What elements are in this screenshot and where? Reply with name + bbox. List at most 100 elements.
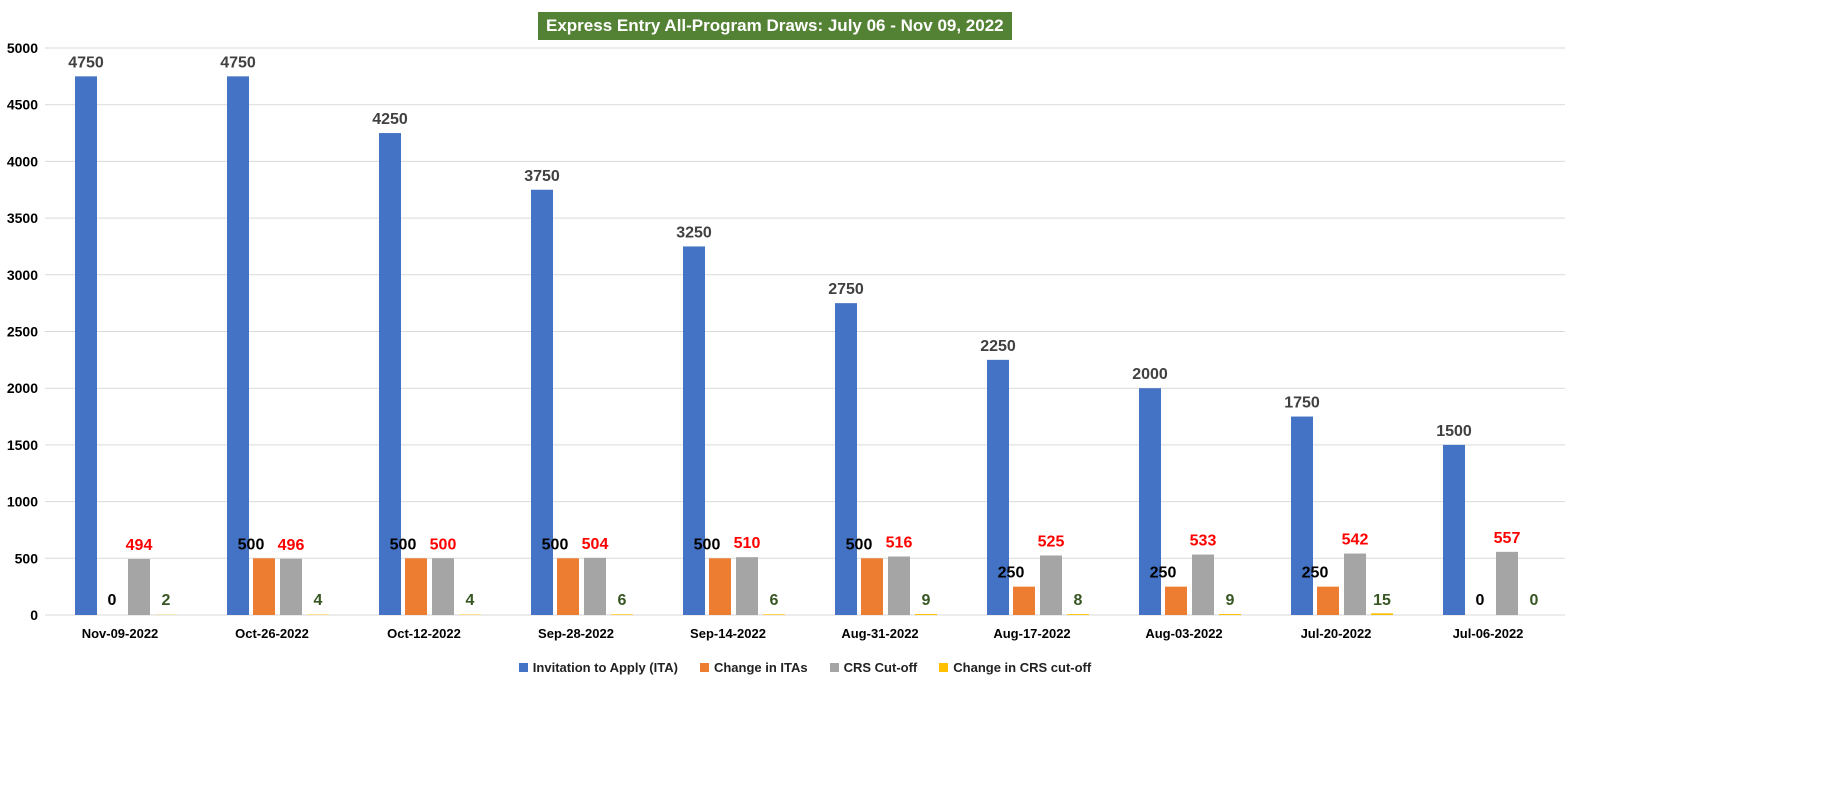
bar-2 (1192, 554, 1214, 615)
bar-2 (584, 557, 606, 615)
data-label: 6 (618, 592, 627, 609)
data-label: 500 (390, 536, 417, 553)
legend-swatch (829, 663, 839, 672)
x-tick-label: Jul-06-2022 (1453, 626, 1524, 641)
data-label: 496 (278, 537, 305, 554)
data-label: 3250 (676, 224, 712, 241)
data-label: 250 (1150, 565, 1177, 582)
data-label: 6 (770, 592, 779, 609)
bar-0 (1291, 416, 1313, 615)
bar-0 (987, 359, 1009, 615)
bar-2 (280, 558, 302, 615)
data-label: 0 (1476, 592, 1485, 609)
bar-0 (1139, 388, 1161, 615)
bar-3 (1219, 613, 1241, 615)
data-label: 0 (1530, 592, 1539, 609)
data-label: 4 (314, 592, 323, 609)
y-tick-label: 2500 (7, 324, 38, 340)
legend-swatch (939, 663, 949, 672)
data-label: 500 (846, 536, 873, 553)
data-label: 250 (998, 565, 1025, 582)
data-label: 504 (582, 536, 609, 553)
bar-1 (1317, 586, 1339, 615)
legend-item: Change in ITAs (699, 660, 808, 675)
data-label: 500 (542, 536, 569, 553)
y-tick-label: 3000 (7, 267, 38, 283)
data-label: 500 (430, 536, 457, 553)
data-label: 250 (1302, 565, 1329, 582)
y-tick-label: 4000 (7, 153, 38, 169)
legend-item: Invitation to Apply (ITA) (518, 660, 678, 675)
bar-3 (1067, 614, 1089, 615)
y-tick-label: 5000 (7, 40, 38, 56)
data-label: 494 (126, 537, 153, 554)
data-label: 4750 (68, 54, 104, 71)
legend: Invitation to Apply (ITA) Change in ITAs C… (0, 660, 1610, 675)
data-label: 4 (466, 592, 475, 609)
data-label: 1750 (1284, 395, 1320, 412)
bar-2 (128, 558, 150, 615)
bar-2 (1040, 555, 1062, 615)
legend-item: CRS Cut-off (829, 660, 918, 675)
x-tick-label: Oct-26-2022 (235, 626, 309, 641)
data-label: 1500 (1436, 423, 1472, 440)
data-label: 0 (108, 592, 117, 609)
legend-label: CRS Cut-off (843, 660, 918, 675)
bar-2 (888, 556, 910, 615)
bar-1 (1165, 586, 1187, 615)
bar-0 (379, 133, 401, 616)
bar-1 (557, 558, 579, 615)
legend-item: Change in CRS cut-off (939, 660, 1091, 675)
bar-1 (253, 558, 275, 615)
bar-0 (1443, 444, 1465, 615)
x-tick-label: Jul-20-2022 (1301, 626, 1372, 641)
data-label: 4250 (372, 111, 408, 128)
data-label: 2750 (828, 281, 864, 298)
data-label: 500 (694, 536, 721, 553)
y-tick-label: 2000 (7, 380, 38, 396)
data-label: 500 (238, 536, 265, 553)
y-tick-label: 1500 (7, 437, 38, 453)
y-tick-label: 1000 (7, 494, 38, 510)
x-tick-label: Aug-31-2022 (841, 626, 918, 641)
bar-1 (709, 558, 731, 615)
bar-0 (227, 76, 249, 616)
x-tick-label: Aug-03-2022 (1145, 626, 1222, 641)
data-label: 542 (1342, 532, 1369, 549)
bar-1 (405, 558, 427, 615)
legend-swatch (518, 663, 528, 672)
legend-swatch (699, 663, 709, 672)
x-tick-label: Sep-14-2022 (690, 626, 766, 641)
data-label: 3750 (524, 168, 560, 185)
bar-3 (1371, 613, 1393, 615)
bar-3 (611, 614, 633, 615)
y-tick-label: 500 (15, 550, 39, 566)
bar-1 (1013, 586, 1035, 615)
x-tick-label: Sep-28-2022 (538, 626, 614, 641)
bar-2 (1496, 551, 1518, 615)
bar-3 (763, 614, 785, 615)
y-tick-label: 0 (30, 607, 38, 623)
data-label: 2 (162, 592, 171, 609)
y-tick-label: 4500 (7, 97, 38, 113)
bar-0 (683, 246, 705, 615)
x-tick-label: Aug-17-2022 (993, 626, 1070, 641)
data-label: 557 (1494, 530, 1521, 547)
data-label: 15 (1373, 592, 1391, 609)
bar-2 (736, 557, 758, 615)
legend-label: Change in ITAs (713, 660, 808, 675)
data-label: 516 (886, 534, 913, 551)
bar-2 (432, 558, 454, 615)
bar-1 (861, 558, 883, 615)
data-label: 9 (1226, 592, 1235, 609)
data-label: 2250 (980, 338, 1016, 355)
bar-0 (835, 303, 857, 615)
data-label: 9 (922, 592, 931, 609)
data-label: 533 (1190, 533, 1217, 550)
x-tick-label: Nov-09-2022 (82, 626, 159, 641)
data-label: 510 (734, 535, 761, 552)
bar-2 (1344, 553, 1366, 615)
x-tick-label: Oct-12-2022 (387, 626, 461, 641)
bar-3 (915, 613, 937, 615)
